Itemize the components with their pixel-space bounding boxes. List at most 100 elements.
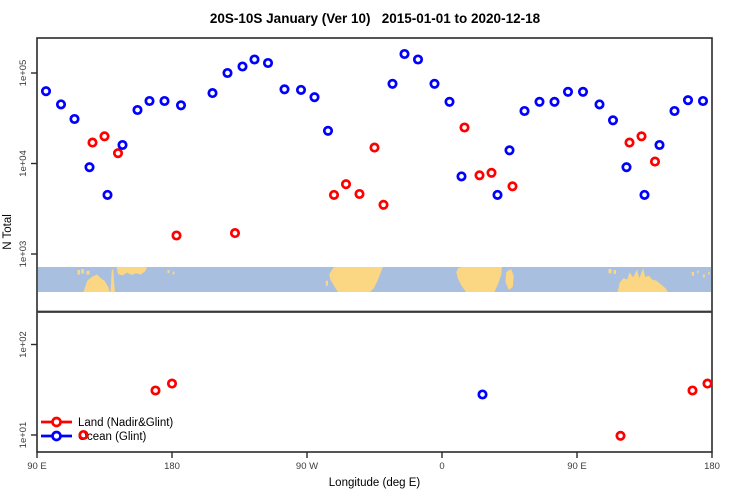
data-point-ocean <box>207 88 218 99</box>
data-point-ocean <box>429 78 440 89</box>
chart-title: 20S-10S January (Ver 10) 2015-01-01 to 2… <box>209 11 541 26</box>
data-point-ocean <box>412 54 424 65</box>
y-tick-label: 1e+04 <box>18 150 29 177</box>
data-point-ocean <box>222 67 233 79</box>
data-point-ocean <box>237 61 248 72</box>
x-tick-label: 90 E <box>567 461 587 472</box>
data-point-ocean <box>249 54 260 65</box>
islet <box>697 270 699 274</box>
data-point-ocean <box>654 139 665 151</box>
data-point-ocean <box>117 139 128 151</box>
data-point-ocean <box>669 105 680 117</box>
landmass <box>83 274 110 292</box>
islet <box>691 272 694 276</box>
y-tick-label: 1e+05 <box>18 60 29 87</box>
data-point-land <box>340 179 352 190</box>
data-point-land <box>687 385 698 396</box>
x-tick-label: 180 <box>164 461 180 472</box>
islet <box>708 272 710 275</box>
data-point-ocean <box>84 162 95 173</box>
data-point-ocean <box>549 96 560 107</box>
data-point-ocean <box>309 92 320 103</box>
data-point-ocean <box>159 95 170 107</box>
data-point-ocean <box>102 189 113 200</box>
legend-marker <box>51 430 62 442</box>
data-point-ocean <box>456 171 467 182</box>
data-point-land <box>150 385 161 396</box>
data-point-land <box>474 170 485 181</box>
data-point-ocean <box>399 48 410 60</box>
islet <box>703 274 705 278</box>
plot-border <box>36 37 713 453</box>
data-point-land <box>636 131 647 142</box>
islet <box>352 288 355 292</box>
data-point-ocean <box>55 99 67 110</box>
landmass <box>505 269 514 290</box>
landmass <box>329 267 383 292</box>
x-tick-label: 180 <box>704 461 720 472</box>
data-point-land <box>354 188 365 200</box>
islet <box>172 271 175 275</box>
y-axis-label: N Total <box>2 214 14 250</box>
data-point-ocean <box>504 145 515 156</box>
data-point-land <box>369 142 380 153</box>
data-point-ocean <box>295 84 307 95</box>
islet <box>167 270 170 273</box>
data-point-land <box>328 189 340 200</box>
data-point-ocean <box>534 96 545 107</box>
data-point-land <box>702 378 713 389</box>
landmass <box>110 268 115 292</box>
landmass <box>456 267 502 292</box>
data-point-land <box>486 167 497 178</box>
landmass <box>617 268 668 292</box>
x-axis-label: Longitude (deg E) <box>329 477 421 489</box>
data-point-ocean <box>387 78 398 89</box>
x-tick-label: 90 W <box>296 461 318 472</box>
data-point-ocean <box>607 115 619 126</box>
data-point-ocean <box>279 84 290 95</box>
legend-marker <box>51 416 62 428</box>
x-tick-label: 90 E <box>27 461 47 472</box>
data-point-land <box>78 429 89 441</box>
y-tick-label: 1e+02 <box>18 331 29 358</box>
data-point-ocean <box>519 105 530 117</box>
map-strip-land <box>77 267 710 292</box>
data-point-ocean <box>682 95 694 106</box>
data-point-land <box>166 378 178 389</box>
data-point-land <box>112 148 124 159</box>
data-point-ocean <box>262 57 274 69</box>
data-point-land <box>615 430 626 441</box>
data-point-land <box>171 230 182 241</box>
islet <box>325 280 328 286</box>
data-point-ocean <box>621 162 632 173</box>
data-point-ocean <box>639 189 650 200</box>
data-point-ocean <box>492 189 503 200</box>
data-point-ocean <box>69 113 80 125</box>
x-tick-label: 0 <box>439 461 444 472</box>
data-point-ocean <box>697 95 709 107</box>
data-point-ocean <box>144 95 155 107</box>
data-point-ocean <box>175 100 187 111</box>
data-point-land <box>507 181 518 192</box>
data-point-land <box>229 228 241 239</box>
islet <box>608 269 612 274</box>
data-point-ocean <box>594 99 605 110</box>
data-point-ocean <box>577 86 589 97</box>
data-point-land <box>378 199 389 210</box>
data-point-ocean <box>40 86 52 97</box>
data-point-ocean <box>562 86 574 97</box>
data-point-ocean <box>444 96 455 107</box>
islet <box>86 270 90 275</box>
data-point-ocean <box>477 389 488 400</box>
y-tick-label: 1e+03 <box>18 241 29 268</box>
legend-label: Ocean (Glint) <box>78 431 147 443</box>
islet <box>77 270 81 275</box>
data-point-land <box>99 131 110 142</box>
legend-label: Land (Nadir&Glint) <box>78 417 173 429</box>
landmass <box>116 267 148 276</box>
islet <box>81 269 84 274</box>
islet <box>613 270 616 274</box>
data-point-land <box>624 137 635 148</box>
y-tick-label: 1e+01 <box>18 422 29 449</box>
